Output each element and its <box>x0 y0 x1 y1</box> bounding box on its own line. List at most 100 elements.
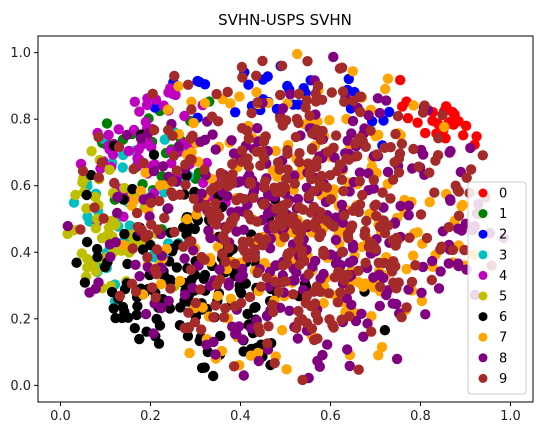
point-series-9 <box>276 186 287 198</box>
point-series-5 <box>77 177 88 188</box>
point-series-9 <box>231 195 242 206</box>
point-series-9 <box>229 258 241 270</box>
y-axis: 0.0 0.2 0.4 0.6 0.8 1.0 <box>10 46 38 394</box>
point-series-9 <box>263 321 274 332</box>
point-series-9 <box>361 215 372 227</box>
point-series-0 <box>440 133 451 144</box>
point-series-3 <box>159 134 170 145</box>
point-series-9 <box>373 257 384 268</box>
point-series-8 <box>208 336 219 348</box>
point-series-8 <box>427 255 438 267</box>
point-series-7 <box>140 167 151 178</box>
point-series-9 <box>183 79 194 91</box>
point-series-9 <box>306 174 317 185</box>
point-series-8 <box>199 134 211 145</box>
point-series-8 <box>453 260 464 272</box>
point-series-9 <box>208 182 219 194</box>
point-series-9 <box>316 94 328 106</box>
point-series-8 <box>420 309 431 320</box>
point-series-9 <box>341 153 352 164</box>
point-series-4 <box>163 87 174 98</box>
point-series-9 <box>151 244 163 255</box>
point-series-9 <box>211 279 222 290</box>
point-series-9 <box>98 213 109 224</box>
point-series-7 <box>199 98 211 109</box>
point-series-8 <box>336 199 348 210</box>
point-series-9 <box>150 292 161 303</box>
x-tick-label: 0.6 <box>320 409 341 424</box>
point-series-9 <box>180 179 191 190</box>
point-series-9 <box>196 324 207 335</box>
point-series-9 <box>447 244 459 256</box>
point-series-8 <box>207 129 218 140</box>
point-series-9 <box>312 155 323 166</box>
point-series-7 <box>412 227 423 238</box>
point-series-9 <box>347 205 359 216</box>
point-series-8 <box>443 258 454 269</box>
point-series-8 <box>416 287 427 298</box>
point-series-9 <box>315 228 327 239</box>
point-series-8 <box>223 277 234 288</box>
legend-marker-2 <box>478 229 488 239</box>
point-series-5 <box>103 228 115 239</box>
point-series-8 <box>403 200 415 211</box>
point-series-9 <box>433 133 444 144</box>
point-series-9 <box>377 187 388 198</box>
legend-marker-4 <box>478 270 488 280</box>
point-series-0 <box>420 127 431 139</box>
point-series-9 <box>255 160 266 171</box>
point-series-0 <box>471 131 482 142</box>
point-series-0 <box>449 109 460 120</box>
point-series-9 <box>325 194 336 205</box>
point-series-2 <box>192 75 203 87</box>
point-series-8 <box>465 142 476 154</box>
legend-marker-1 <box>478 209 488 219</box>
point-series-7 <box>173 81 184 92</box>
point-series-7 <box>347 66 358 77</box>
point-series-9 <box>183 307 194 318</box>
point-series-0 <box>460 120 472 131</box>
point-series-9 <box>269 357 280 369</box>
point-series-9 <box>186 104 197 115</box>
point-series-9 <box>294 148 305 159</box>
point-series-9 <box>302 158 314 169</box>
point-series-9 <box>392 235 403 246</box>
point-series-7 <box>380 83 391 95</box>
legend-box <box>467 181 527 395</box>
point-series-9 <box>330 130 342 141</box>
point-series-8 <box>130 259 141 270</box>
point-series-9 <box>252 267 263 278</box>
point-series-9 <box>375 281 386 292</box>
point-series-9 <box>143 229 154 241</box>
point-series-9 <box>360 257 371 268</box>
point-series-9 <box>269 276 281 287</box>
point-series-9 <box>443 222 454 233</box>
chart-title: SVHN-USPS SVHN <box>218 11 352 29</box>
point-series-8 <box>322 339 333 350</box>
point-series-9 <box>244 291 256 303</box>
point-series-9 <box>302 56 313 67</box>
scatter-points <box>62 48 509 386</box>
point-series-6 <box>99 261 111 273</box>
x-tick-label: 0.8 <box>410 409 431 424</box>
point-series-9 <box>452 185 463 196</box>
point-series-9 <box>200 199 211 211</box>
point-series-7 <box>382 73 394 84</box>
point-series-7 <box>401 263 412 275</box>
point-series-4 <box>123 145 134 157</box>
point-series-3 <box>117 162 128 173</box>
point-series-0 <box>395 74 406 86</box>
point-series-0 <box>458 130 469 141</box>
point-series-9 <box>199 164 210 175</box>
point-series-9 <box>207 215 218 226</box>
point-series-9 <box>293 305 304 317</box>
point-series-8 <box>445 145 456 157</box>
point-series-9 <box>390 128 401 140</box>
point-series-8 <box>342 344 353 355</box>
point-series-6 <box>106 286 118 298</box>
point-series-9 <box>304 110 315 121</box>
point-series-8 <box>374 107 385 119</box>
x-tick-label: 1.0 <box>500 409 521 424</box>
point-series-9 <box>368 174 379 186</box>
